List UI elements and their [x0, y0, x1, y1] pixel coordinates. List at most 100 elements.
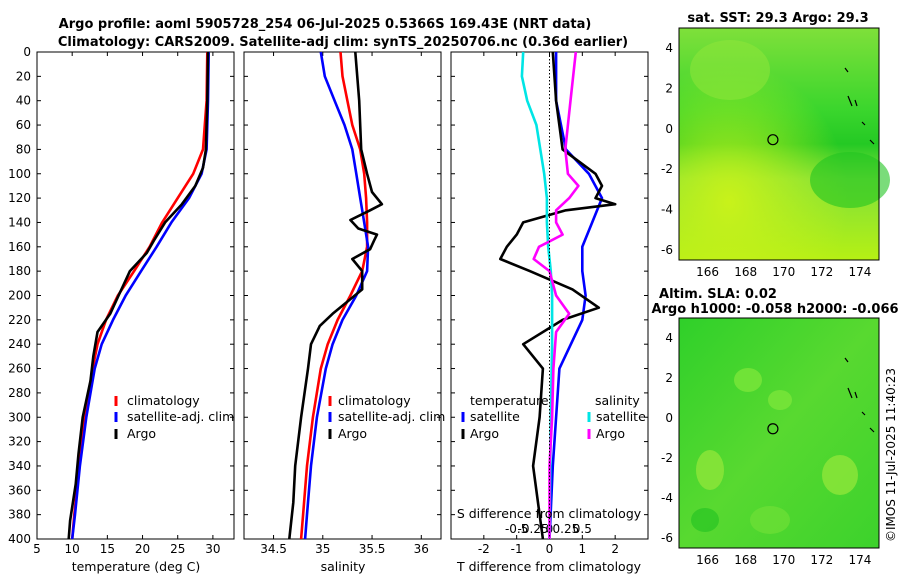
legend-t-argo: Argo [470, 426, 499, 441]
map-y-tick-label: 4 [665, 41, 673, 55]
x-tick-label: 20 [135, 542, 150, 556]
series-line-argo [67, 51, 210, 540]
series-line-temperature-argo [498, 51, 617, 540]
sla-patch [691, 508, 719, 532]
map-y-tick-label: 4 [665, 331, 673, 345]
x-tick-label: 35.5 [359, 542, 386, 556]
top-x-tick-label: -0.25 [518, 522, 549, 536]
x-tick-label: -1 [511, 542, 523, 556]
map-y-tick-label: -4 [661, 491, 673, 505]
sla-patch [696, 450, 724, 490]
map-x-tick-label: 172 [810, 553, 833, 567]
difference-legend: temperature satellite Argo salinity sate… [461, 393, 646, 441]
depth-tick-label: 140 [8, 215, 31, 229]
legend-climatology: climatology [338, 393, 411, 408]
legend-t-satellite: satellite [470, 409, 520, 424]
series-line-satellite-adj-clim [70, 51, 210, 540]
sla-map [678, 317, 880, 549]
legend-climatology: climatology [127, 393, 200, 408]
map-x-tick-label: 174 [848, 553, 871, 567]
x-tick-label: -2 [478, 542, 490, 556]
map-x-tick-label: 166 [696, 265, 719, 279]
map-y-tick-label: -2 [661, 451, 673, 465]
depth-tick-label: 380 [8, 508, 31, 522]
argo-float-marker [767, 134, 779, 146]
map-y-tick-label: -6 [661, 531, 673, 545]
legend-satellite: satellite-adj. clim [338, 409, 445, 424]
map-x-tick-label: 174 [848, 265, 871, 279]
x-tick-label: 36 [414, 542, 429, 556]
map-y-tick-label: -2 [661, 162, 673, 176]
map-y-tick-label: 0 [665, 122, 673, 136]
salinity-axes [243, 51, 442, 540]
depth-tick-label: 20 [16, 69, 31, 83]
sst-patch [690, 40, 770, 100]
salinity-legend: climatology satellite-adj. clim Argo [328, 393, 445, 441]
x-tick-label: 0 [546, 542, 554, 556]
depth-tick-label: 300 [8, 410, 31, 424]
depth-tick-label: 200 [8, 289, 31, 303]
depth-tick-label: 0 [23, 45, 31, 59]
sla-patch [750, 506, 790, 534]
map-x-tick-label: 168 [734, 265, 757, 279]
x-tick-label: 5 [33, 542, 41, 556]
x-tick-label: 35 [315, 542, 330, 556]
sla-map-frame [678, 317, 880, 549]
sst-patch [810, 152, 890, 208]
sla-map-title: Altim. SLA: 0.02 [659, 287, 777, 302]
profile-lines [67, 51, 617, 540]
title-line-1: Argo profile: aoml 5905728_254 06-Jul-20… [59, 17, 592, 32]
legend-s-argo: Argo [596, 426, 625, 441]
depth-tick-label: 240 [8, 337, 31, 351]
sst-map-title: sat. SST: 29.3 Argo: 29.3 [687, 11, 868, 26]
argo-float-marker [767, 423, 779, 435]
series-line-salinity-satellite [520, 51, 554, 540]
legend-argo: Argo [338, 426, 367, 441]
series-line-salinity-argo [532, 51, 580, 539]
x-tick-label: 30 [205, 542, 220, 556]
series-line-climatology [299, 51, 369, 540]
temperature-xlabel: temperature (deg C) [72, 559, 201, 574]
difference-xlabel: T difference from climatology [456, 559, 642, 574]
map-y-tick-label: 2 [665, 371, 673, 385]
depth-tick-label: 360 [8, 483, 31, 497]
sla-patch [822, 455, 858, 495]
sst-map [678, 27, 890, 261]
map-x-tick-label: 166 [696, 553, 719, 567]
title-line-2: Climatology: CARS2009. Satellite-adj cli… [58, 35, 628, 50]
legend-s-satellite: satellite [596, 409, 646, 424]
sla-map-subtitle: Argo h1000: -0.058 h2000: -0.066 [651, 302, 898, 317]
x-tick-label: 1 [579, 542, 587, 556]
depth-tick-label: 100 [8, 167, 31, 181]
legend-salinity-title: salinity [595, 393, 640, 408]
top-x-tick-label: 0.25 [553, 522, 580, 536]
map-y-tick-label: -6 [661, 243, 673, 257]
tick-layer: 5 10 15 20 25 3002040608010012014016018020022… [8, 41, 871, 567]
series-line-satellite-adj-clim [303, 51, 370, 540]
top-x-tick-label: -0.5 [505, 522, 528, 536]
x-tick-label: 2 [611, 542, 619, 556]
map-y-tick-label: 0 [665, 411, 673, 425]
depth-tick-label: 320 [8, 435, 31, 449]
legend-argo: Argo [127, 426, 156, 441]
depth-tick-label: 400 [8, 532, 31, 546]
depth-tick-label: 280 [8, 386, 31, 400]
depth-tick-label: 220 [8, 313, 31, 327]
temperature-legend: climatology satellite-adj. clim Argo [114, 393, 234, 441]
legend-temperature-title: temperature [470, 393, 549, 408]
depth-tick-label: 260 [8, 362, 31, 376]
x-tick-label: 25 [170, 542, 185, 556]
map-x-tick-label: 170 [772, 553, 795, 567]
x-tick-label: 10 [65, 542, 80, 556]
depth-tick-label: 180 [8, 264, 31, 278]
x-tick-label: 34.5 [260, 542, 287, 556]
depth-tick-label: 160 [8, 240, 31, 254]
map-x-tick-label: 170 [772, 265, 795, 279]
coastline [844, 67, 875, 145]
sla-patch [734, 368, 762, 392]
depth-tick-label: 120 [8, 191, 31, 205]
depth-tick-label: 340 [8, 459, 31, 473]
map-y-tick-label: 2 [665, 82, 673, 96]
series-line-climatology [70, 51, 209, 540]
